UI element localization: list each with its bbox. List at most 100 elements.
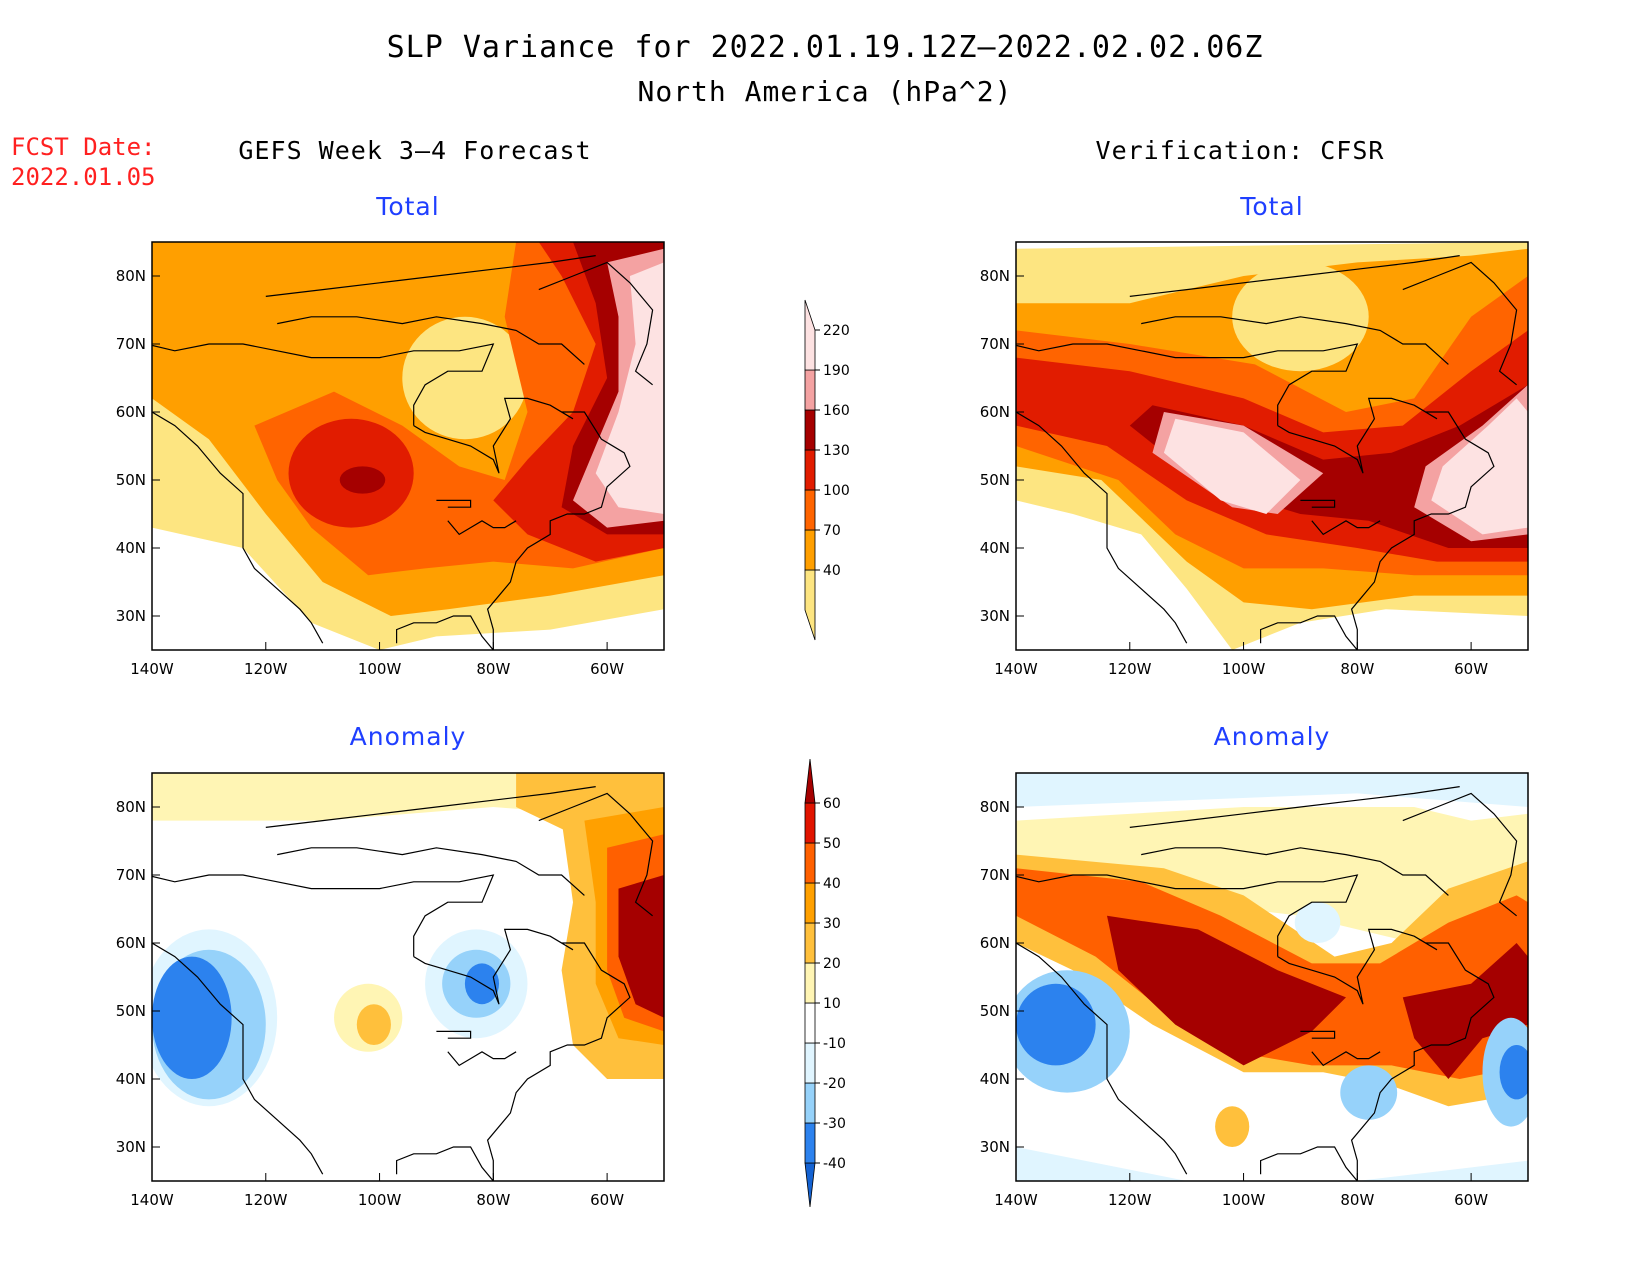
colorbar-total: 40 70 100 130 160 190 220	[804, 299, 850, 641]
contour-fill-13	[618, 875, 664, 1018]
colorbar-swatch	[804, 299, 816, 371]
lat-tick-label: 60N	[116, 934, 146, 952]
colorbar-label: -10	[823, 1036, 846, 1052]
lat-tick-label: 50N	[116, 471, 146, 489]
coastline-4	[277, 847, 585, 896]
lon-tick-label: 100W	[1222, 1191, 1266, 1209]
colorbar-swatch	[804, 1122, 816, 1164]
contour-fill-7	[1294, 902, 1341, 943]
contour-fill-2	[402, 316, 528, 440]
coastline-5	[1129, 786, 1460, 828]
lat-tick-label: 70N	[116, 335, 146, 353]
coastline-7	[1300, 499, 1336, 508]
lon-tick-label: 80W	[476, 660, 510, 678]
colorbar-label: 160	[823, 403, 850, 419]
coastline-2	[413, 397, 574, 474]
lat-tick-label: 60N	[980, 403, 1010, 421]
colorbar-swatch	[804, 882, 816, 924]
lon-tick-label: 120W	[244, 660, 288, 678]
contour-fill-11	[1499, 1045, 1528, 1100]
coastline-3	[152, 343, 495, 426]
forecast-date-label: FCST Date:	[11, 133, 156, 161]
lon-tick-label: 80W	[476, 1191, 510, 1209]
coastline-5	[265, 255, 596, 297]
colorbar-label: 130	[823, 443, 850, 459]
coastline-5	[1129, 255, 1460, 297]
main-subtitle: North America (hPa^2)	[637, 75, 1013, 108]
contour-fill-8	[1163, 418, 1301, 514]
coastline-3	[1016, 343, 1359, 426]
colorbar-label: 20	[823, 956, 841, 972]
contour-fill-9	[1016, 983, 1096, 1066]
colorbar-label: 50	[823, 836, 841, 852]
map-fill-forecast-anomaly	[152, 773, 664, 1181]
coastline-1	[396, 942, 631, 1181]
contour-fill-13	[1215, 1106, 1250, 1147]
coastline-6	[538, 792, 654, 917]
coastline-7	[436, 499, 472, 508]
contour-fill-9	[1431, 398, 1528, 535]
lat-tick-label: 30N	[116, 607, 146, 625]
coastline-1	[396, 411, 631, 650]
lon-tick-label: 120W	[1108, 660, 1152, 678]
lon-tick-label: 140W	[994, 660, 1038, 678]
lat-tick-label: 50N	[980, 1002, 1010, 1020]
coastline-2	[1277, 397, 1438, 474]
colorbar-swatch	[804, 1082, 816, 1124]
lon-tick-label: 120W	[244, 1191, 288, 1209]
contour-fill-9	[595, 262, 664, 514]
colorbar-swatch	[804, 962, 816, 1004]
panel-title-forecast-total: Total	[376, 192, 440, 221]
lat-tick-label: 70N	[980, 866, 1010, 884]
lat-tick-label: 40N	[980, 539, 1010, 557]
colorbar-label: 10	[823, 996, 841, 1012]
lat-tick-label: 40N	[116, 1070, 146, 1088]
lon-tick-label: 80W	[1340, 660, 1374, 678]
coastline-8	[1311, 520, 1381, 536]
lat-tick-label: 40N	[116, 539, 146, 557]
column-title-forecast: GEFS Week 3–4 Forecast	[238, 136, 592, 165]
lon-tick-label: 60W	[1454, 660, 1488, 678]
lat-tick-label: 30N	[980, 1138, 1010, 1156]
coastline-3	[1016, 874, 1359, 957]
coastline-0	[1016, 942, 1188, 1175]
colorbar-swatch	[804, 1002, 816, 1044]
map-panel-verification-anomaly: 140W 120W 100W 80W 60W 80N 70N 60N 50N 40N 30N	[980, 772, 1529, 1209]
coastline-0	[152, 942, 324, 1175]
colorbar-swatch	[804, 489, 816, 531]
lon-tick-label: 60W	[590, 660, 624, 678]
forecast-date-value: 2022.01.05	[11, 163, 156, 191]
contour-fill-6	[339, 466, 386, 494]
lat-tick-label: 80N	[116, 798, 146, 816]
colorbar-swatch	[804, 842, 816, 884]
map-panel-forecast-anomaly: 140W 120W 100W 80W 60W 80N 70N 60N 50N 40N 30N	[116, 772, 665, 1209]
map-fill-verification-total	[1016, 242, 1528, 650]
coastline-4	[277, 316, 585, 365]
map-panel-forecast-total: 140W 120W 100W 80W 60W 80N 70N 60N 50N 40N 30N	[116, 241, 665, 678]
coastline-2	[1277, 928, 1438, 1005]
coastline-1	[1260, 942, 1495, 1181]
lat-tick-label: 70N	[980, 335, 1010, 353]
coastline-6	[538, 261, 654, 386]
colorbar-swatch	[804, 569, 816, 641]
map-frame	[1015, 241, 1529, 651]
coastline-1	[1260, 411, 1495, 650]
map-frame	[1015, 772, 1529, 1182]
main-title: SLP Variance for 2022.01.19.12Z–2022.02.…	[386, 30, 1264, 65]
lat-tick-label: 80N	[980, 267, 1010, 285]
colorbar-label: -20	[823, 1076, 846, 1092]
colorbar-swatch	[804, 369, 816, 411]
coastline-4	[1141, 316, 1449, 365]
panel-title-verification-anomaly: Anomaly	[1213, 722, 1331, 751]
lat-tick-label: 40N	[980, 1070, 1010, 1088]
colorbar-swatch	[804, 1162, 816, 1208]
colorbar-label: -30	[823, 1116, 846, 1132]
lat-tick-label: 30N	[116, 1138, 146, 1156]
coastline-3	[152, 874, 495, 957]
colorbar-swatch	[804, 802, 816, 844]
colorbar-swatch	[804, 758, 816, 804]
colorbar-label: 190	[823, 363, 850, 379]
lon-tick-label: 60W	[590, 1191, 624, 1209]
contour-fill-5	[1107, 915, 1346, 1066]
colorbar-anomaly: -40 -30 -20 -10 10 20 30 40 50 60	[804, 758, 846, 1208]
